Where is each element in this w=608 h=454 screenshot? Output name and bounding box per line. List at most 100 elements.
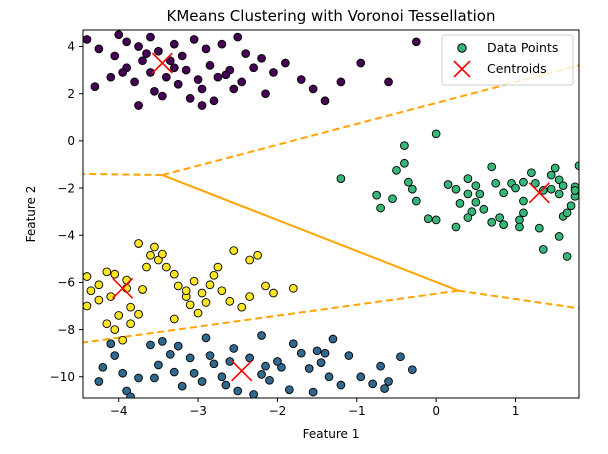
data-point: [511, 183, 520, 193]
data-point: [173, 341, 183, 351]
data-point: [249, 63, 258, 73]
data-point: [261, 281, 270, 291]
data-point: [404, 177, 413, 187]
data-point: [102, 267, 112, 277]
data-point: [269, 288, 278, 298]
data-point: [205, 61, 215, 70]
data-point: [110, 351, 120, 360]
data-point: [221, 380, 231, 390]
data-point: [177, 381, 187, 391]
data-point: [138, 56, 147, 66]
data-point: [380, 384, 389, 393]
legend-box: [441, 34, 574, 86]
x-axis-label: Feature 1: [303, 427, 360, 441]
data-point: [158, 249, 167, 259]
data-point: [185, 94, 195, 103]
data-point: [304, 364, 314, 373]
data-point: [546, 184, 556, 194]
data-point: [281, 58, 290, 68]
data-point: [205, 280, 215, 290]
data-point: [138, 285, 147, 294]
data-point: [257, 53, 266, 63]
voronoi-edge-dashed: [83, 289, 459, 344]
data-point: [463, 174, 473, 183]
data-point: [288, 339, 298, 349]
data-point: [400, 158, 409, 168]
data-point: [102, 319, 112, 329]
data-point: [499, 188, 508, 198]
data-point: [443, 180, 453, 189]
data-point: [154, 360, 163, 370]
voronoi-edge-dashed: [458, 289, 579, 310]
chart-title: KMeans Clustering with Voronoi Tessellat…: [167, 7, 496, 25]
data-point: [261, 361, 270, 371]
data-point: [150, 242, 159, 252]
data-point: [146, 32, 155, 42]
data-point: [161, 72, 171, 82]
data-point: [185, 300, 195, 310]
data-point: [475, 189, 485, 199]
data-point: [158, 91, 167, 101]
data-point: [356, 372, 366, 382]
data-point: [253, 250, 262, 260]
y-axis-label: Feature 2: [24, 186, 38, 243]
data-point: [515, 222, 524, 232]
data-point: [312, 346, 322, 356]
data-point: [531, 178, 540, 188]
data-point: [193, 75, 203, 84]
data-point: [451, 184, 461, 194]
data-point: [126, 319, 135, 329]
data-point: [328, 334, 338, 344]
data-point: [451, 222, 461, 232]
data-point: [296, 348, 306, 358]
x-tick-label: −3: [189, 404, 207, 418]
y-tick-label: −2: [57, 181, 75, 195]
data-point: [83, 301, 92, 311]
data-point: [257, 331, 266, 340]
data-point: [173, 281, 183, 291]
data-point: [519, 196, 528, 206]
data-point: [118, 335, 128, 345]
data-point: [110, 51, 120, 61]
data-point: [384, 377, 393, 386]
data-point: [495, 213, 504, 222]
legend-data-points-label: Data Points: [487, 40, 558, 55]
data-point: [534, 223, 544, 233]
data-point: [83, 35, 92, 44]
data-point: [146, 340, 155, 350]
data-point: [499, 220, 508, 229]
data-point: [491, 178, 501, 188]
data-point: [209, 270, 219, 280]
data-point: [134, 239, 143, 248]
data-point: [165, 56, 175, 66]
data-point: [229, 246, 239, 255]
data-points: [83, 30, 579, 398]
data-point: [566, 201, 576, 211]
data-point: [273, 357, 282, 366]
data-point: [126, 392, 135, 398]
x-tick-label: 1: [512, 404, 520, 418]
x-axis-ticks: −4 −3 −2 −1 0 1: [110, 398, 519, 418]
x-tick-label: 0: [432, 404, 440, 418]
data-point: [407, 184, 417, 194]
data-point: [209, 359, 219, 369]
data-point: [558, 181, 568, 191]
data-point: [562, 208, 572, 218]
data-point: [284, 385, 294, 395]
data-point: [400, 141, 409, 150]
data-point: [169, 367, 179, 377]
data-point: [320, 96, 330, 106]
data-point: [233, 386, 243, 396]
data-point: [161, 262, 171, 272]
data-point: [423, 214, 433, 224]
data-point: [554, 189, 564, 199]
data-point: [336, 380, 346, 390]
data-point: [229, 84, 239, 94]
data-point: [122, 37, 131, 47]
centroid-marker: [151, 52, 173, 74]
data-point: [150, 86, 159, 96]
data-point: [130, 77, 139, 87]
y-tick-label: −8: [57, 323, 75, 337]
x-tick-label: −2: [269, 404, 287, 418]
